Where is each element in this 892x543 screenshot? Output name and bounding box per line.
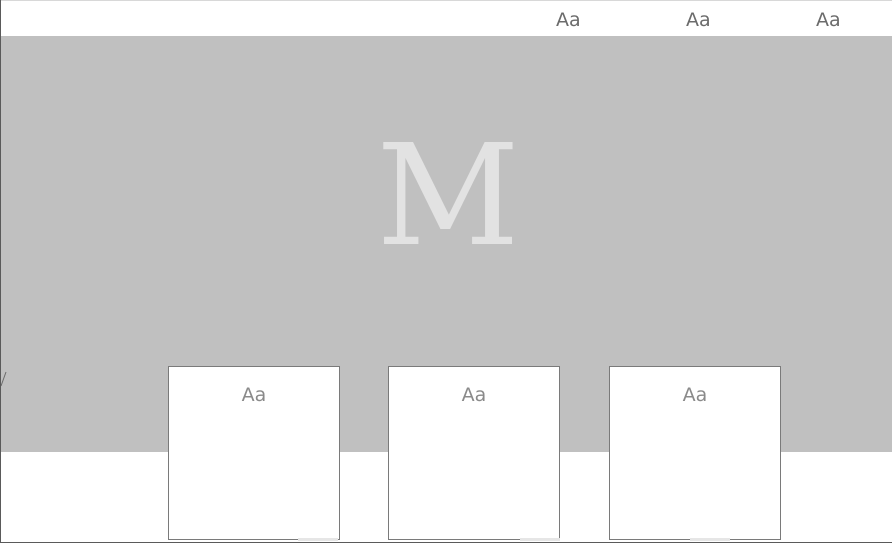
nav-item-3[interactable]: Aa bbox=[816, 9, 841, 31]
edge-mark-icon bbox=[1, 371, 7, 387]
footer-strip bbox=[690, 538, 730, 541]
top-navigation-bar: Aa Aa Aa bbox=[1, 0, 892, 36]
nav-item-1[interactable]: Aa bbox=[556, 9, 581, 31]
content-card-1[interactable]: Aa bbox=[168, 366, 340, 540]
card-label: Aa bbox=[461, 384, 487, 406]
hero-logo: M bbox=[376, 115, 520, 278]
nav-item-2[interactable]: Aa bbox=[686, 9, 711, 31]
content-card-3[interactable]: Aa bbox=[609, 366, 781, 540]
card-label: Aa bbox=[241, 384, 267, 406]
content-card-2[interactable]: Aa bbox=[388, 366, 560, 540]
card-label: Aa bbox=[682, 384, 708, 406]
footer-strip bbox=[520, 538, 560, 541]
footer-strip bbox=[298, 538, 338, 541]
